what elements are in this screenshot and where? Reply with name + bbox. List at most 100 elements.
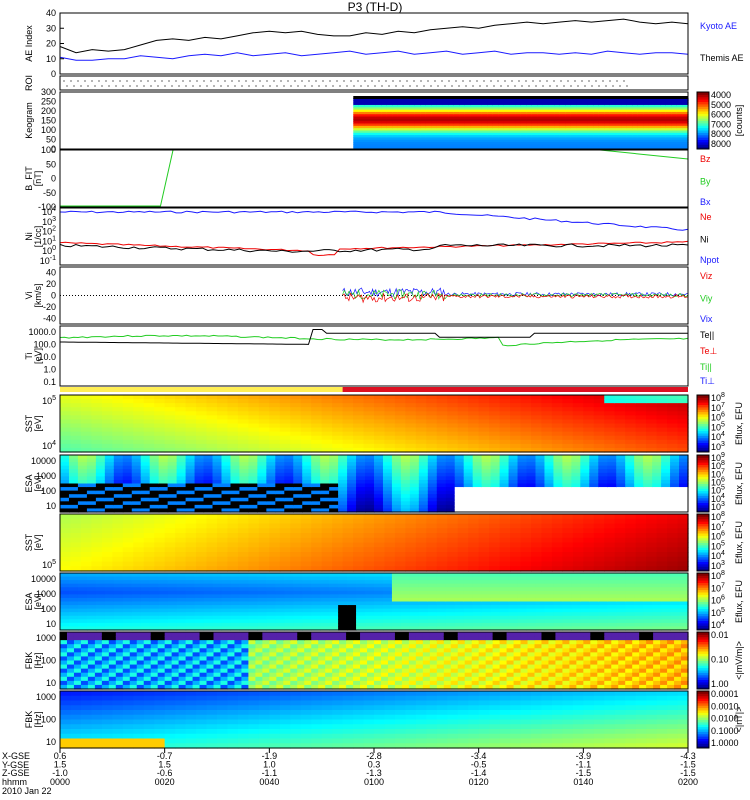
heatmap-cell: [509, 123, 516, 127]
heatmap-cell: [598, 107, 605, 111]
heatmap-cell: [634, 462, 644, 467]
heatmap-cell: [321, 407, 333, 412]
heatmap-cell: [671, 118, 678, 122]
heatmap-cell: [332, 427, 344, 433]
heatmap-cell: [565, 118, 572, 122]
heatmap-cell: [544, 490, 555, 495]
spectrogram-colorbar: [696, 454, 710, 513]
heatmap-cell: [196, 411, 208, 416]
roi-dot: [227, 85, 229, 87]
heatmap-cell: [364, 139, 371, 143]
heatmap-cell: [409, 130, 416, 134]
heatmap-cell: [531, 423, 543, 429]
heatmap-cell: [580, 497, 590, 502]
roi-dot: [178, 85, 180, 87]
heatmap-cell: [442, 114, 449, 118]
heatmap-cell: [375, 137, 382, 141]
heatmap-cell: [520, 100, 527, 104]
heatmap-cell: [562, 552, 574, 558]
heatmap-cell: [614, 407, 626, 412]
heatmap-cell: [382, 612, 393, 617]
heatmap-cell: [604, 104, 611, 108]
heatmap-cell: [347, 458, 357, 463]
heatmap-cell: [583, 403, 595, 408]
heatmap-cell: [582, 144, 589, 148]
heatmap-cell: [266, 465, 276, 470]
heatmap-cell: [239, 608, 249, 613]
heatmap-cell: [382, 497, 393, 502]
heatmap-cell: [86, 479, 97, 485]
heatmap-cell: [646, 537, 658, 544]
heatmap-cell: [510, 439, 522, 445]
heatmap-cell: [604, 395, 616, 400]
heatmap-cell: [353, 533, 365, 539]
heatmap-cell: [257, 497, 267, 502]
heatmap-cell: [113, 587, 124, 592]
heatmap-cell: [290, 411, 302, 416]
heatmap-cell: [509, 104, 516, 108]
heatmap-cell: [149, 465, 160, 470]
roi-dot: [556, 85, 558, 87]
heatmap-cell: [418, 490, 429, 495]
heatmap-cell: [342, 415, 354, 421]
heatmap-cell: [426, 439, 438, 445]
heatmap-cell: [347, 490, 357, 495]
heatmap-cell: [405, 533, 417, 539]
colorbar-cell: [697, 134, 709, 138]
colorbar-cell: [697, 397, 709, 401]
tick-label: 105: [42, 559, 56, 570]
heatmap-cell: [646, 443, 658, 449]
heatmap-cell: [237, 528, 249, 534]
heatmap-cell: [212, 622, 223, 628]
heatmap-cell: [593, 395, 605, 400]
colorbar-cell: [697, 516, 709, 520]
heatmap-cell: [112, 415, 124, 421]
heatmap-cell: [311, 622, 321, 628]
heatmap-cell: [576, 104, 583, 108]
heatmap-cell: [185, 523, 197, 529]
heatmap-cell: [403, 139, 410, 143]
heatmap-cell: [374, 573, 384, 578]
heatmap-cell: [503, 98, 511, 101]
heatmap-cell: [535, 458, 546, 463]
heatmap-cell: [427, 455, 438, 460]
heatmap-cell: [279, 415, 291, 421]
colorbar-cell: [697, 433, 709, 436]
heatmap-cell: [149, 483, 160, 488]
heatmap-cell: [420, 98, 427, 101]
heatmap-cell: [582, 135, 589, 139]
heatmap-cell: [677, 419, 689, 425]
heatmap-cell: [576, 125, 583, 129]
heatmap-cell: [517, 490, 528, 495]
heatmap-cell: [643, 109, 650, 113]
heatmap-cell: [415, 533, 427, 539]
heatmap-cell: [113, 583, 124, 588]
panel-keogram-frame: [59, 91, 689, 150]
heatmap-cell: [520, 144, 527, 148]
heatmap-cell: [131, 605, 142, 610]
heatmap-cell: [394, 439, 406, 445]
heatmap-cell: [470, 98, 477, 101]
heatmap-cell: [459, 111, 466, 115]
heatmap-cell: [626, 116, 633, 120]
heatmap-cell: [626, 100, 633, 104]
heatmap-cell: [154, 411, 166, 416]
heatmap-cell: [237, 443, 249, 449]
heatmap-cell: [464, 118, 472, 122]
heatmap-cell: [565, 123, 572, 127]
heatmap-cell: [436, 431, 448, 437]
heatmap-cell: [445, 494, 456, 499]
heatmap-cell: [464, 144, 472, 148]
heatmap-cell: [227, 427, 239, 433]
heatmap-cell: [616, 479, 626, 485]
heatmap-cell: [374, 487, 384, 492]
heatmap-cell: [425, 139, 432, 143]
heatmap-cell: [364, 104, 371, 108]
heatmap-cell: [565, 107, 572, 111]
heatmap-cell: [237, 542, 249, 548]
heatmap-cell: [370, 132, 377, 136]
heatmap-cell: [140, 605, 151, 610]
heatmap-cell: [426, 552, 438, 558]
heatmap-cell: [677, 523, 689, 529]
heatmap-cell: [621, 144, 628, 148]
